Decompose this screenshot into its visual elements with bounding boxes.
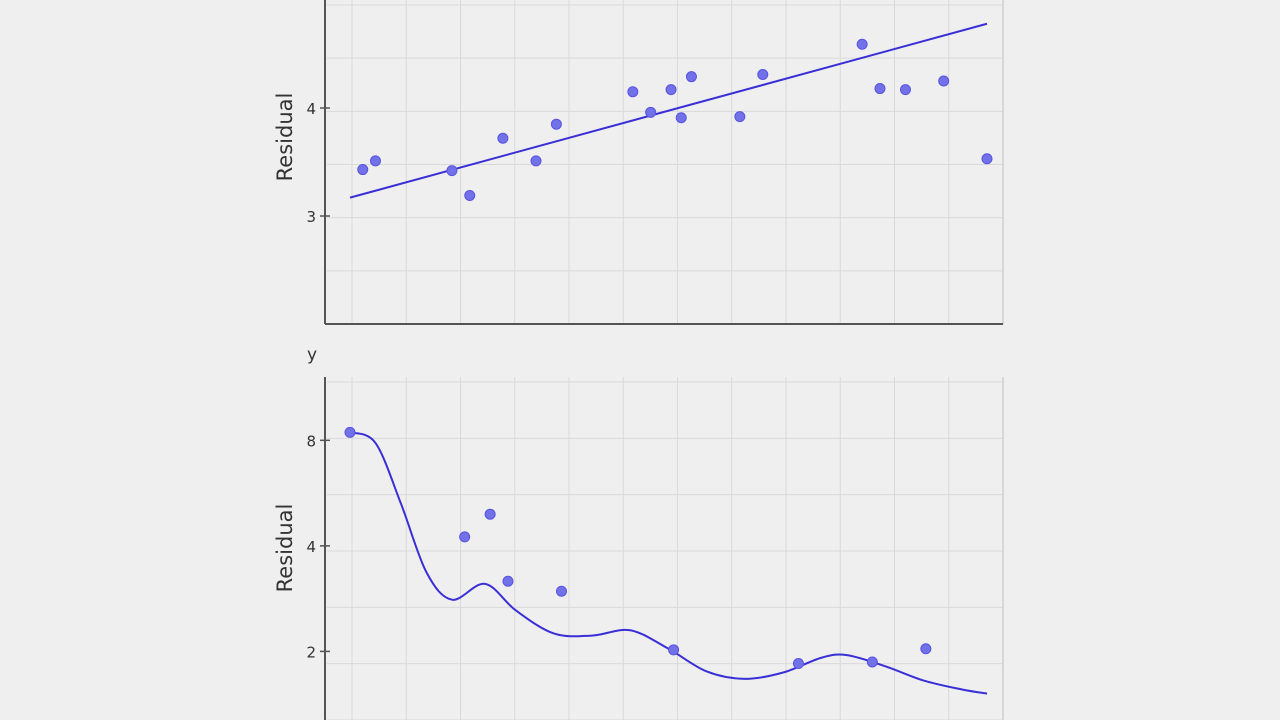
bottom-data-point (920, 643, 932, 655)
bottom-data-point (792, 658, 804, 670)
top-data-point (938, 75, 950, 87)
top-data-point (357, 164, 369, 176)
bottom-data-point (459, 531, 471, 543)
top-scatter-points (357, 38, 993, 201)
top-data-point (899, 84, 911, 96)
bottom-y-ticks: 2 4 8 (306, 432, 330, 661)
bottom-residual-panel: y 2 4 8 Residual (273, 345, 1004, 720)
bottom-scatter-points (344, 426, 932, 670)
top-data-point (645, 106, 657, 118)
top-regression-line (349, 22, 988, 199)
bottom-data-point (668, 644, 680, 656)
top-data-point (369, 155, 381, 167)
top-fit-line (349, 22, 988, 199)
bottom-y-tick-label: 8 (306, 432, 316, 450)
bottom-data-point (344, 426, 356, 438)
top-data-point (734, 111, 746, 123)
top-data-point (757, 69, 769, 81)
bottom-data-point (555, 585, 567, 597)
top-data-point (675, 112, 687, 124)
top-y-tick-label: 3 (306, 208, 316, 226)
top-data-point (981, 153, 993, 165)
bottom-y-axis-label: Residual (273, 504, 297, 593)
bottom-y-tick-label: 4 (306, 538, 316, 556)
bottom-data-point (484, 508, 496, 520)
bottom-y-tick-label: 2 (306, 643, 316, 661)
bottom-x-axis-label: y (307, 345, 317, 365)
top-y-axis-label: Residual (273, 93, 297, 182)
top-data-point (685, 71, 697, 83)
top-data-point (665, 84, 677, 96)
top-y-tick-label: 4 (306, 100, 316, 118)
top-data-point (497, 132, 509, 144)
top-data-point (446, 165, 458, 177)
top-data-point (550, 118, 562, 130)
top-data-point (856, 38, 868, 50)
top-data-point (627, 86, 639, 98)
top-grid (327, 0, 1004, 325)
bottom-fit-curve (349, 431, 988, 695)
top-data-point (464, 189, 476, 201)
bottom-data-point (502, 575, 514, 587)
top-data-point (874, 83, 886, 95)
bottom-data-point (866, 656, 878, 668)
bottom-grid (327, 377, 1004, 720)
top-y-ticks: 34 (306, 100, 330, 226)
top-data-point (530, 155, 542, 167)
bottom-smooth-curve (349, 431, 988, 695)
top-residual-panel: 34 Residual (273, 0, 1004, 325)
